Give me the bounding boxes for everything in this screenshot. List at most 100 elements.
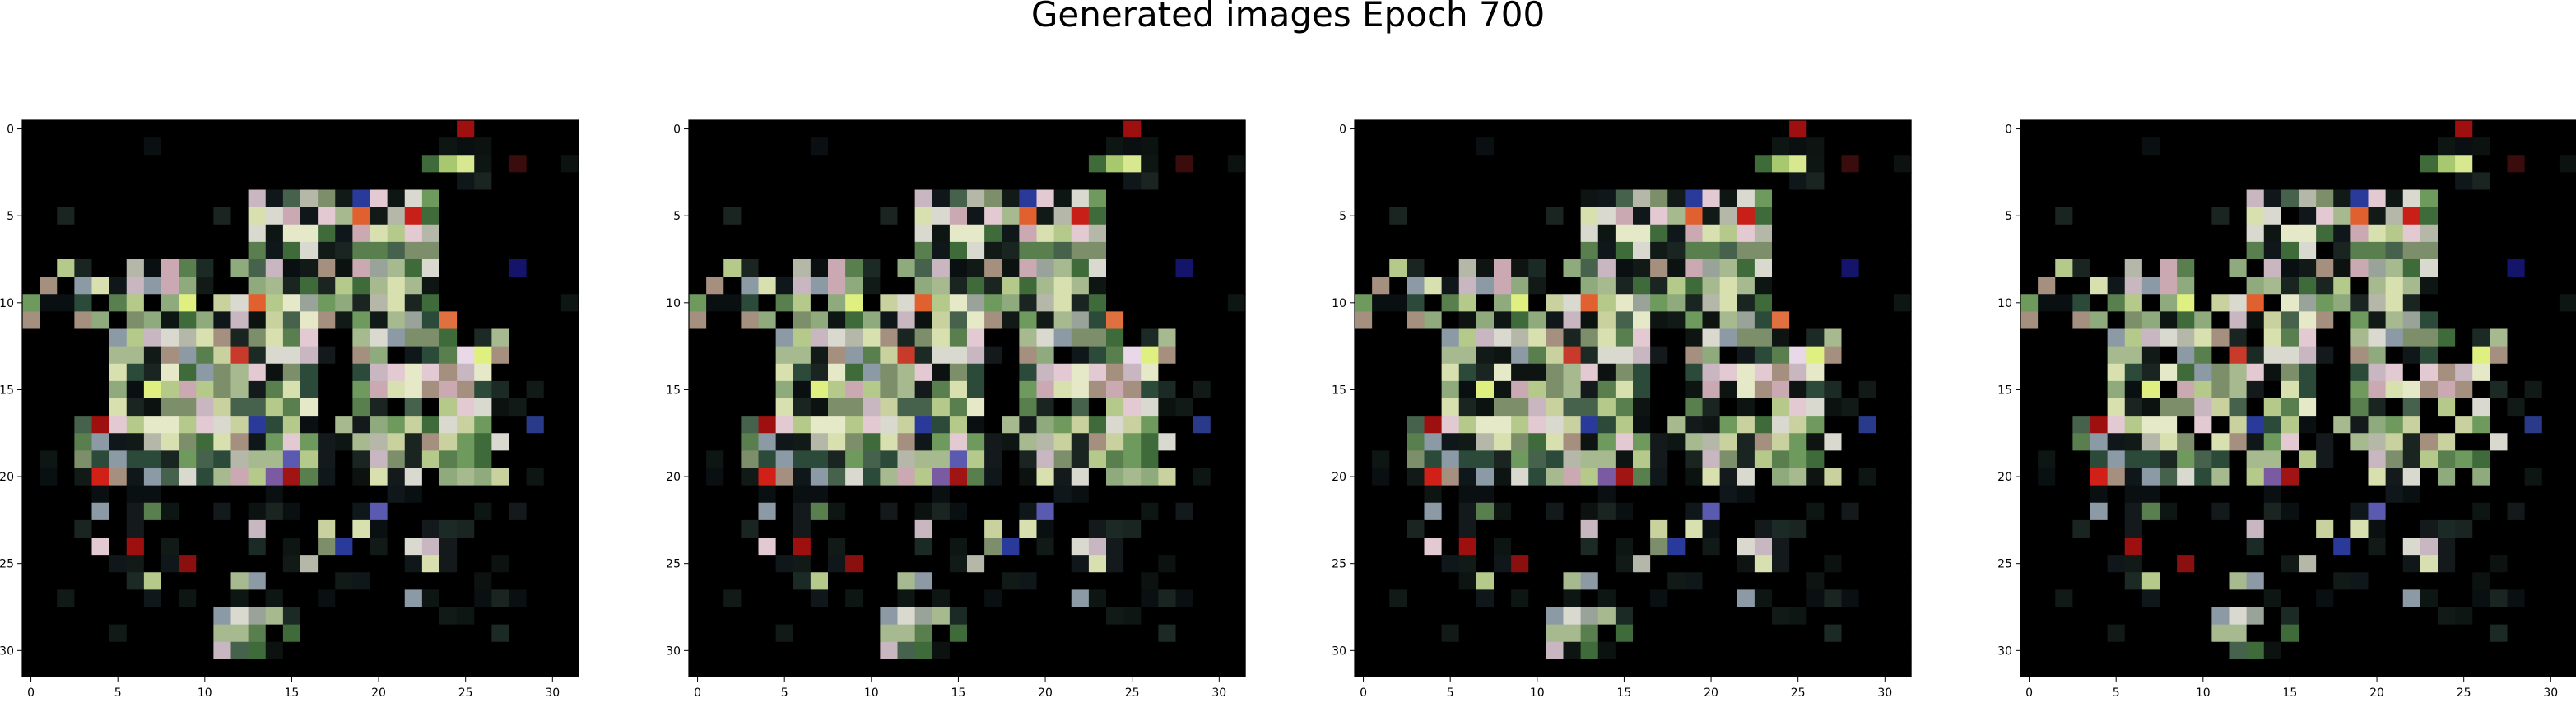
pixel-cell	[352, 485, 371, 504]
pixel-cell	[2420, 346, 2439, 365]
pixel-cell	[1458, 468, 1477, 486]
pixel-cell	[318, 572, 336, 590]
pixel-cell	[282, 328, 301, 347]
pixel-cell	[1355, 433, 1373, 451]
pixel-cell	[1141, 589, 1159, 608]
pixel-cell	[22, 433, 40, 451]
pixel-cell	[758, 555, 777, 573]
pixel-cell	[126, 380, 145, 399]
pixel-cell	[560, 485, 579, 504]
pixel-cell	[126, 241, 145, 260]
pixel-cell	[1494, 659, 1512, 677]
pixel-cell	[1633, 207, 1651, 226]
pixel-cell	[723, 468, 742, 486]
pixel-cell	[1158, 277, 1177, 295]
pixel-cell	[2402, 380, 2421, 399]
pixel-cell	[2160, 416, 2178, 434]
pixel-grid	[2020, 120, 2576, 677]
pixel-cell	[967, 328, 985, 347]
pixel-cell	[2177, 538, 2195, 556]
pixel-cell	[474, 363, 492, 382]
pixel-cell	[2524, 641, 2543, 660]
pixel-cell	[2438, 363, 2456, 382]
pixel-cell	[1563, 572, 1582, 590]
pixel-cell	[1667, 450, 1686, 469]
pixel-cell	[1372, 224, 1390, 243]
pixel-cell	[2211, 555, 2230, 573]
pixel-cell	[300, 641, 319, 660]
pixel-cell	[1667, 607, 1686, 626]
pixel-cell	[300, 450, 319, 469]
pixel-cell	[1528, 624, 1546, 643]
pixel-cell	[1002, 502, 1020, 521]
pixel-cell	[1002, 346, 1020, 365]
pixel-cell	[2438, 641, 2456, 660]
pixel-cell	[2490, 363, 2509, 382]
pixel-cell	[40, 433, 58, 451]
pixel-cell	[932, 189, 951, 208]
pixel-cell	[967, 311, 985, 330]
pixel-cell	[2229, 207, 2248, 226]
pixel-cell	[2141, 207, 2160, 226]
pixel-cell	[1389, 189, 1407, 208]
pixel-cell	[265, 277, 284, 295]
pixel-cell	[2107, 224, 2126, 243]
pixel-cell	[863, 207, 881, 226]
pixel-cell	[179, 241, 197, 260]
pixel-cell	[1772, 120, 1790, 138]
pixel-cell	[1511, 277, 1529, 295]
pixel-cell	[741, 555, 760, 573]
pixel-cell	[161, 380, 179, 399]
pixel-cell	[2559, 189, 2576, 208]
pixel-cell	[932, 641, 951, 660]
pixel-cell	[179, 363, 197, 382]
pixel-cell	[2177, 259, 2195, 277]
pixel-cell	[689, 120, 707, 138]
pixel-cell	[2263, 294, 2282, 312]
pixel-cell	[370, 380, 388, 399]
pixel-cell	[300, 294, 319, 312]
pixel-cell	[1615, 502, 1634, 521]
pixel-cell	[914, 189, 933, 208]
pixel-cell	[793, 120, 811, 138]
pixel-cell	[1141, 468, 1159, 486]
pixel-cell	[2072, 468, 2091, 486]
pixel-cell	[2090, 241, 2109, 260]
pixel-cell	[2141, 416, 2160, 434]
pixel-cell	[1441, 398, 1460, 417]
pixel-cell	[352, 363, 371, 382]
pixel-cell	[1597, 328, 1616, 347]
pixel-cell	[2229, 468, 2248, 486]
pixel-cell	[526, 137, 545, 156]
pixel-cell	[2299, 294, 2317, 312]
pixel-cell	[2160, 241, 2178, 260]
pixel-cell	[2160, 607, 2178, 626]
pixel-cell	[335, 189, 353, 208]
pixel-cell	[2438, 624, 2456, 643]
pixel-cell	[2385, 624, 2404, 643]
pixel-cell	[543, 398, 562, 417]
pixel-cell	[2160, 363, 2178, 382]
pixel-cell	[2160, 641, 2178, 660]
pixel-cell	[1088, 241, 1107, 260]
pixel-cell	[1737, 328, 1755, 347]
pixel-cell	[126, 641, 145, 660]
pixel-cell	[1372, 172, 1390, 191]
pixel-cell	[1685, 155, 1704, 173]
pixel-cell	[491, 363, 510, 382]
pixel-cell	[318, 416, 336, 434]
pixel-cell	[509, 259, 528, 277]
pixel-cell	[439, 572, 458, 590]
pixel-cell	[265, 328, 284, 347]
pixel-cell	[2385, 241, 2404, 260]
pixel-cell	[984, 450, 1002, 469]
pixel-cell	[1858, 120, 1877, 138]
pixel-cell	[1355, 363, 1373, 382]
pixel-cell	[196, 572, 214, 590]
pixel-cell	[352, 398, 371, 417]
pixel-cell	[1546, 224, 1565, 243]
pixel-cell	[1893, 659, 1912, 677]
pixel-cell	[914, 311, 933, 330]
pixel-cell	[1737, 572, 1755, 590]
pixel-cell	[1158, 555, 1177, 573]
